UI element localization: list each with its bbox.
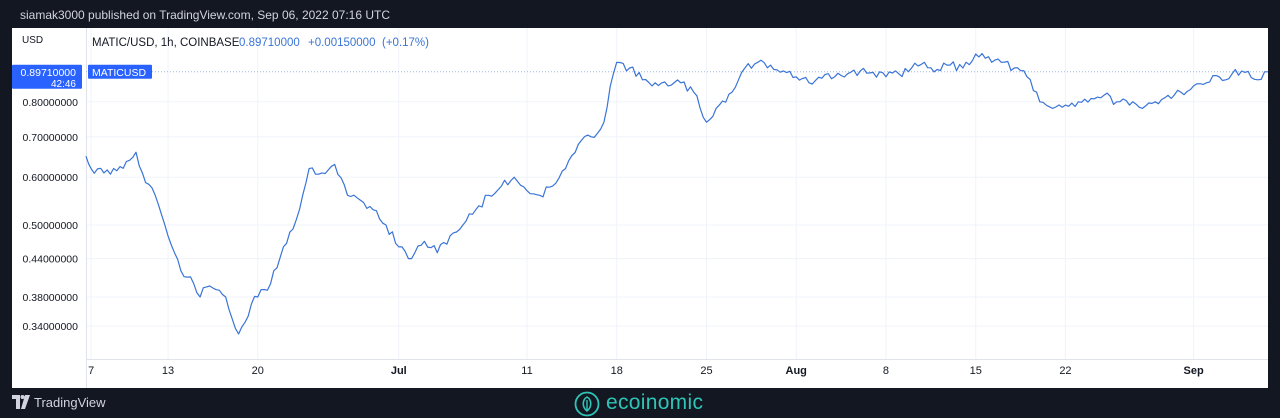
last-price-box <box>12 64 82 89</box>
time-tick-label: 20 <box>252 365 264 377</box>
time-tick-label: 13 <box>162 365 174 377</box>
time-tick-label: Aug <box>786 365 807 377</box>
footer-bar: TradingView <box>0 388 1280 418</box>
publisher-bar: siamak3000 published on TradingView.com,… <box>0 0 1280 28</box>
time-tick-label: 15 <box>970 365 982 377</box>
stat-change-pct: (+0.17%) <box>382 37 429 49</box>
time-tick-label: 11 <box>521 365 532 377</box>
price-tick-label: 0.50000000 <box>23 220 79 232</box>
last-price-countdown: 42:46 <box>51 79 76 90</box>
tradingview-logo-icon <box>12 395 30 409</box>
price-tick-label: 0.44000000 <box>23 254 79 266</box>
price-tick-label: 0.60000000 <box>23 172 79 184</box>
time-tick-label: Sep <box>1184 365 1204 377</box>
series-label-box <box>88 64 152 79</box>
price-tick-label: 0.38000000 <box>23 292 79 304</box>
last-price-value: 0.89710000 <box>21 67 77 79</box>
tradingview-brand: TradingView <box>34 395 106 410</box>
publisher-line: siamak3000 published on TradingView.com,… <box>20 8 391 22</box>
time-tick-label: Jul <box>391 365 407 377</box>
time-tick-label: 25 <box>700 365 712 377</box>
series-label: MATICUSD <box>92 67 146 79</box>
price-tick-label: 0.80000000 <box>23 97 79 109</box>
price-tick-label: 0.34000000 <box>23 321 79 333</box>
stat-change: +0.00150000 <box>308 37 375 49</box>
time-tick-label: 18 <box>611 365 623 377</box>
price-unit-label: USD <box>22 35 43 46</box>
chart-title: MATIC/USD, 1h, COINBASE <box>92 37 240 49</box>
time-tick-label: 8 <box>883 365 889 377</box>
price-series-line[interactable] <box>85 53 1268 335</box>
ecoinomic-logo-icon <box>574 391 600 417</box>
chart-panel[interactable]: USD 0.80000000 0.70000000 0.60000000 0.50000… <box>12 28 1268 388</box>
time-tick-label: 7 <box>88 365 94 377</box>
time-tick-label: 22 <box>1059 365 1071 377</box>
price-chart[interactable]: USD 0.80000000 0.70000000 0.60000000 0.50000… <box>12 28 1268 388</box>
price-tick-label: 0.70000000 <box>23 132 79 144</box>
ecoinomic-watermark: ecoinomic <box>606 391 704 414</box>
stat-last: 0.89710000 <box>239 37 300 49</box>
